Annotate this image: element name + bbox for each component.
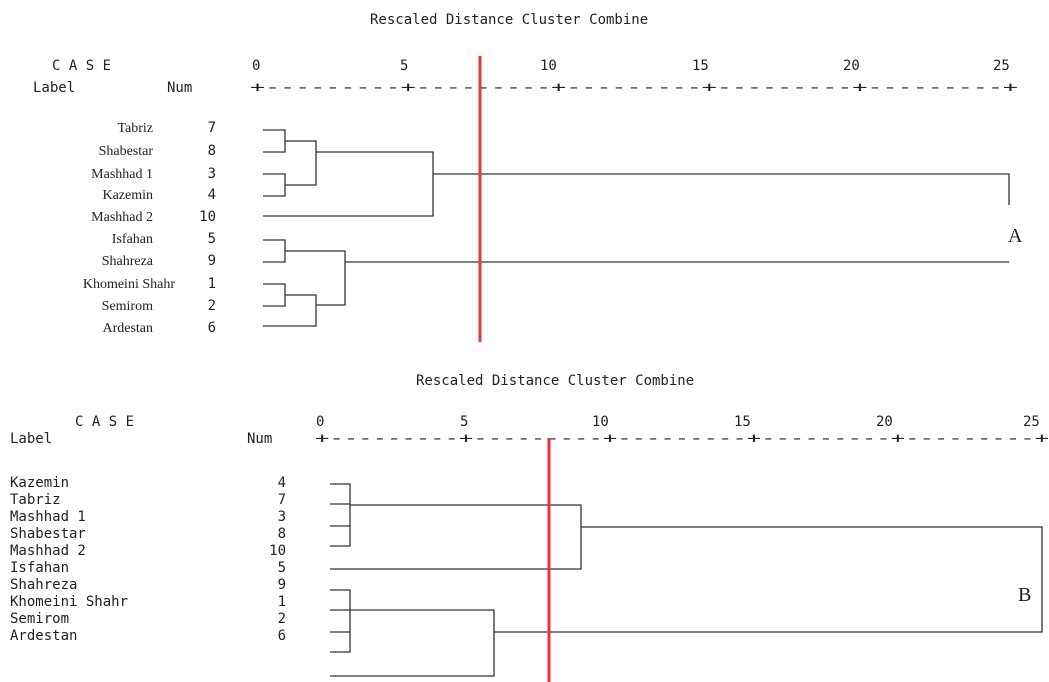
case-number: 7 [278, 492, 286, 508]
panel-b-axis-line: +---------+---------+---------+---------… [315, 431, 1049, 447]
case-label: Shahreza [102, 254, 154, 269]
case-label: Isfahan [112, 232, 153, 247]
panel-b-num-header: Num [247, 431, 272, 447]
dendrogram-panel-a: Rescaled Distance Cluster Combine C A S … [33, 12, 1023, 342]
case-label: Mashhad 2 [91, 210, 153, 225]
case-number: 2 [278, 611, 286, 627]
case-number: 1 [208, 276, 216, 292]
case-label: Ardestan [102, 321, 153, 336]
case-number: 8 [208, 143, 216, 159]
panel-a-case-labels: Tabriz Shabestar Mashhad 1 Kazemin Mashh… [83, 121, 175, 336]
case-label: Kazemin [10, 475, 69, 491]
panel-a-tick-label: 0 [252, 58, 260, 74]
panel-a-axis-line: +---------+---------+---------+---------… [250, 80, 1018, 96]
panel-b-letter: B [1018, 584, 1031, 606]
panel-b-tick-label: 20 [876, 414, 893, 430]
branch [285, 140, 317, 186]
panel-b-tick-labels: 0 5 10 15 20 25 [316, 414, 1040, 430]
panel-a-tick-label: 15 [692, 58, 709, 74]
panel-a-letter: A [1008, 225, 1023, 247]
case-label: Semirom [10, 611, 69, 627]
branch [263, 173, 286, 197]
branch [330, 589, 351, 653]
panel-a-tick-label: 20 [843, 58, 860, 74]
branch [433, 173, 1010, 205]
panel-b-tick-label: 15 [734, 414, 751, 430]
panel-b-tick-label: 0 [316, 414, 324, 430]
case-label: Tabriz [10, 492, 61, 508]
panel-a-label-header: Label [33, 80, 75, 96]
panel-a-case-numbers: 7 8 3 4 10 5 9 1 2 6 [199, 120, 216, 336]
case-label: Mashhad 1 [91, 167, 153, 182]
branch [330, 483, 351, 547]
branch [494, 526, 1043, 633]
branch [263, 151, 434, 217]
case-number: 4 [208, 187, 216, 203]
case-number: 9 [208, 253, 216, 269]
case-label: Khomeini Shahr [83, 277, 175, 292]
case-number: 4 [278, 475, 286, 491]
panel-a-tick-label: 5 [400, 58, 408, 74]
case-number: 6 [208, 320, 216, 336]
panel-a-title: Rescaled Distance Cluster Combine [370, 12, 648, 28]
case-number: 10 [269, 543, 286, 559]
case-label: Semirom [102, 299, 153, 314]
case-label: Mashhad 2 [10, 543, 86, 559]
case-label: Shabestar [99, 144, 154, 159]
branch [263, 294, 317, 327]
case-number: 2 [208, 298, 216, 314]
panel-b-case-header: C A S E [75, 414, 134, 430]
case-label: Isfahan [10, 560, 69, 576]
branch [285, 250, 346, 306]
panel-b-label-header: Label [10, 431, 52, 447]
panel-a-num-header: Num [167, 80, 192, 96]
panel-b-tree [330, 483, 1043, 677]
panel-a-tick-label: 10 [540, 58, 557, 74]
case-number: 6 [278, 628, 286, 644]
case-number: 3 [208, 166, 216, 182]
panel-b-title: Rescaled Distance Cluster Combine [416, 373, 694, 389]
panel-a-case-header: C A S E [52, 58, 111, 74]
case-label: Tabriz [117, 121, 153, 136]
case-label: Khomeini Shahr [10, 594, 128, 610]
case-number: 8 [278, 526, 286, 542]
case-label: Shahreza [10, 577, 77, 593]
case-label: Shabestar [10, 526, 86, 542]
case-number: 10 [199, 209, 216, 225]
panel-b-case-numbers: 4 7 3 8 10 5 9 1 2 6 [269, 475, 286, 644]
case-label: Ardestan [10, 628, 77, 644]
branch [263, 129, 286, 153]
case-number: 3 [278, 509, 286, 525]
case-number: 5 [278, 560, 286, 576]
branch [263, 239, 286, 263]
panel-b-case-labels: Kazemin Tabriz Mashhad 1 Shabestar Mashh… [10, 475, 128, 644]
branch [263, 283, 286, 307]
panel-b-tick-label: 10 [592, 414, 609, 430]
case-number: 9 [278, 577, 286, 593]
case-number: 1 [278, 594, 286, 610]
branch [330, 504, 582, 570]
panel-a-tick-label: 25 [993, 58, 1010, 74]
case-number: 7 [208, 120, 216, 136]
panel-b-tick-label: 25 [1023, 414, 1040, 430]
branch [330, 609, 495, 677]
panel-a-tick-labels: 0 5 10 15 20 25 [252, 58, 1010, 74]
panel-a-tree [263, 129, 1010, 327]
case-label: Kazemin [102, 188, 153, 203]
dendrogram-panel-b: Rescaled Distance Cluster Combine C A S … [10, 373, 1049, 682]
panel-b-tick-label: 5 [460, 414, 468, 430]
case-number: 5 [208, 231, 216, 247]
case-label: Mashhad 1 [10, 509, 86, 525]
